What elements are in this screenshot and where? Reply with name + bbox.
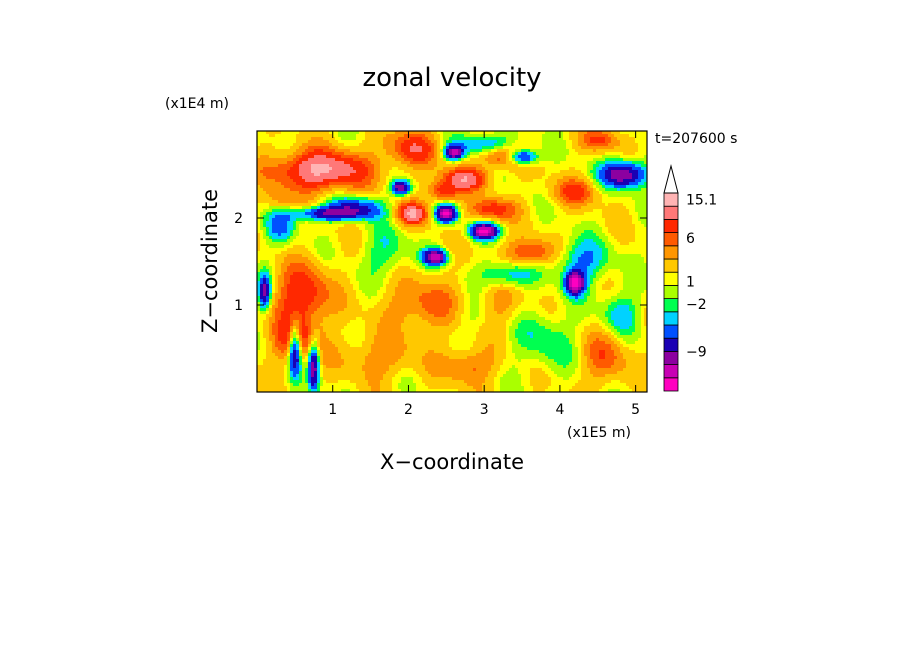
colorbar-level — [663, 218, 679, 233]
x-tick-label: 2 — [404, 402, 413, 418]
colorbar-level — [663, 350, 679, 365]
x-axis-title: X−coordinate — [380, 450, 524, 474]
y-tick-label: 2 — [234, 211, 243, 227]
colorbar-extend-arrow — [663, 164, 679, 194]
x-tick-label: 1 — [328, 402, 337, 418]
colorbar-level — [663, 232, 679, 247]
colorbar-level — [663, 192, 679, 207]
colorbar-level — [663, 245, 679, 260]
colorbar-label: −9 — [686, 344, 707, 360]
colorbar-level — [663, 311, 679, 326]
x-tick-label: 5 — [631, 402, 640, 418]
colorbar-level — [663, 258, 679, 273]
colorbar-label: 6 — [686, 231, 695, 247]
x-tick-label: 4 — [555, 402, 564, 418]
x-tick-label: 3 — [480, 402, 489, 418]
colorbar-level — [663, 337, 679, 352]
colorbar-label: 15.1 — [686, 193, 717, 209]
colorbar-level — [663, 205, 679, 220]
colorbar-level — [663, 271, 679, 286]
y-axis-title: Z−coordinate — [198, 189, 222, 333]
colorbar-level — [663, 284, 679, 299]
colorbar: 15.1 6 1 −2 −9 — [663, 164, 717, 392]
colorbar-level — [663, 324, 679, 339]
colorbar-level — [663, 364, 679, 379]
heatmap-field — [257, 131, 647, 392]
colorbar-level — [663, 298, 679, 313]
y-tick-label: 1 — [234, 298, 243, 314]
chart-title: zonal velocity — [362, 63, 541, 93]
y-axis: 12 — [234, 211, 647, 314]
plot-frame — [256, 130, 648, 393]
x-axis: 1 2 3 4 5 — [328, 131, 640, 418]
colorbar-level — [663, 377, 679, 392]
colorbar-label: −2 — [686, 297, 707, 313]
colorbar-label: 1 — [686, 274, 695, 290]
x-unit-label: (x1E5 m) — [567, 425, 631, 441]
y-unit-label: (x1E4 m) — [165, 96, 229, 112]
time-label: t=207600 s — [655, 131, 737, 147]
